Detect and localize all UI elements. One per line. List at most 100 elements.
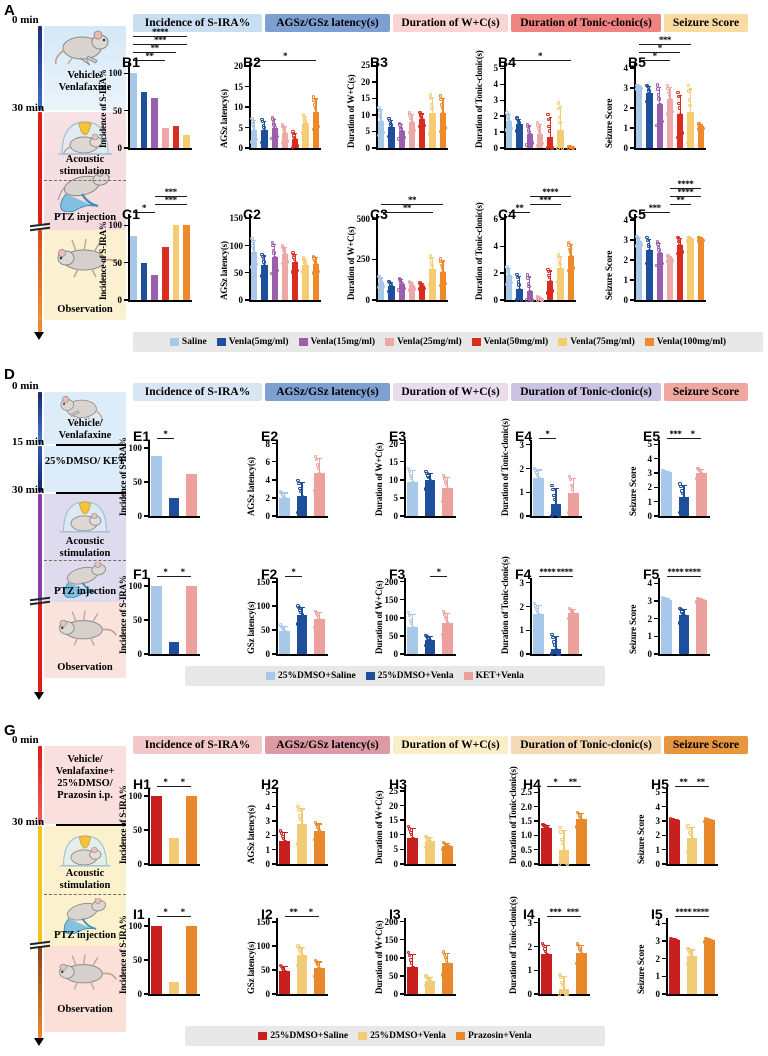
stage-label-text: Observation [57,662,113,673]
timeline-bar-observation [38,602,42,692]
timeline-stage-label: Acoustic stimulation [44,868,126,892]
chip-incidence-of-s-ira: Incidence of S-IRA% [133,14,262,32]
legend-label: 25%DMSO+Saline [278,671,356,681]
legend-swatch [169,338,179,346]
timeline-stage-label: Vehicle/ Venlafaxine [44,70,126,94]
chip-seizure-score: Seizure Score [664,14,748,32]
timeline-break-marker [30,596,50,606]
stage-label-text: PTZ injection [53,930,117,941]
section-a: A 0 min 30 min [0,0,768,368]
chip-duration-of-w-c-s: Duration of W+C(s) [393,14,508,32]
legend-item: Venla(5mg/ml) [216,337,289,347]
timeline-stage-label: PTZ injection [44,586,126,598]
timeline-stage-label: Observation [44,304,126,316]
timeline-stage-box [44,746,126,824]
stage-label-text: Vehicle/ Venlafaxine [58,418,112,441]
legend-label: Venla(75mg/ml) [570,337,635,347]
legend-swatch [644,338,654,346]
legend-label: Venla(15mg/ml) [310,337,376,347]
timeline-g: 0 min 30 min Vehicle/ Venlafaxine+ 25%DM… [8,734,126,1056]
mouse-injection-icon [54,30,109,66]
legend-label: Venla(25mg/ml) [397,337,462,347]
stage-label-text: 25%DMSO/ KET [44,456,126,467]
chip-agsz-gsz-latency-s: AGSz/GSz latency(s) [265,383,390,401]
section-d: D 0 min 15 min 30 min Vehicle/ Venlafaxi… [0,366,768,710]
legend-label: 25%DMSO+Saline [270,1031,349,1041]
timeline-time-label: 0 min [12,14,39,26]
legend-swatch [266,672,276,680]
legend-a: Saline Venla(5mg/ml) Venla(15mg/ml) Venla(2… [133,332,763,352]
legend-swatch [558,338,568,346]
chip-duration-of-tonic-clonic-s: Duration of Tonic-clonic(s) [511,14,661,32]
stage-label-text: Observation [57,304,113,315]
legend-item: Saline [169,337,207,347]
legend-swatch [471,338,481,346]
legend-item: Venla(25mg/ml) [385,337,462,347]
timeline-time-label: 30 min [12,816,45,828]
timeline-stage-label: Acoustic stimulation [44,154,126,178]
legend-label: Prazosin+Venla [467,1031,532,1041]
legend-item: Venla(100mg/ml) [644,337,727,347]
timeline-bar-vehicle [38,26,42,110]
stage-label-text: PTZ injection [53,212,117,223]
timeline-divider-dashed [44,180,126,181]
chip-seizure-score: Seizure Score [664,383,748,401]
legend-item: Prazosin+Venla [455,1031,532,1041]
chips-row-g: Incidence of S-IRA% AGSz/GSz latency(s) Du… [133,736,748,754]
legend-item: Venla(75mg/ml) [558,337,635,347]
timeline-stage-box [44,446,126,492]
timeline-break-marker [30,940,50,950]
chips-row-a: Incidence of S-IRA% AGSz/GSz latency(s) Du… [133,14,748,32]
mouse-ptz-injection-icon [63,562,106,598]
timeline-stage-label: Acoustic stimulation [44,536,126,560]
legend-swatch [463,672,473,680]
legend-label: Venla(100mg/ml) [656,337,727,347]
legend-swatch [455,1032,465,1040]
mouse-acoustic-chamber-icon [59,501,111,533]
timeline-stage-box [44,946,126,1032]
timeline-time-label: 0 min [12,380,39,392]
timeline-bar-stimulation [38,494,42,602]
mouse-acoustic-chamber-icon [59,835,111,867]
legend-item: Venla(15mg/ml) [298,337,376,347]
timeline-bar-stimulation [38,112,42,224]
mouse-observation-icon [59,610,117,646]
timeline-time-label: 0 min [12,734,39,746]
stage-label-text: Acoustic stimulation [59,536,111,559]
legend-label: Saline [181,337,207,347]
legend-item: Venla(50mg/ml) [471,337,549,347]
stage-label-text: PTZ injection [53,586,117,597]
timeline-rule [56,444,126,446]
legend-g: 25%DMSO+Saline 25%DMSO+Venla Prazosin+Venl… [185,1026,605,1046]
timeline-bar-stimulation [38,826,42,942]
timeline-stage-label: Observation [44,1004,126,1016]
mouse-injection-icon [60,395,103,422]
timeline-time-label: 15 min [12,436,45,448]
legend-item: 25%DMSO+Venla [365,671,454,681]
legend-label: 25%DMSO+Venla [370,1031,446,1041]
timeline-d: 0 min 15 min 30 min Vehicle/ Venlafaxine… [8,380,126,700]
timeline-a: 0 min 30 min [8,12,126,348]
legend-swatch [298,338,308,346]
chips-row-d: Incidence of S-IRA% AGSz/GSz latency(s) Du… [133,383,748,401]
legend-label: 25%DMSO+Venla [377,671,454,681]
legend-swatch [258,1032,268,1040]
section-g: G 0 min 30 min Vehicle/ Venlafaxine+ 25%… [0,706,768,1056]
legend-label: Venla(5mg/ml) [228,337,289,347]
chip-incidence-of-s-ira: Incidence of S-IRA% [133,383,262,401]
timeline-time-label: 30 min [12,102,45,114]
timeline-bar-ket [38,446,42,492]
legend-item: KET+Venla [463,671,524,681]
chip-seizure-score: Seizure Score [664,736,748,754]
panel-letter-d: D [4,366,15,383]
legend-label: Venla(50mg/ml) [483,337,549,347]
chip-agsz-gsz-latency-s: AGSz/GSz latency(s) [265,736,390,754]
panel-letter-a: A [4,2,15,19]
stage-label-text: Vehicle/ Venlafaxine [58,70,112,93]
mouse-observation-icon [59,954,117,990]
timeline-rule [56,492,126,494]
timeline-divider-dashed [44,560,126,561]
legend-swatch [385,338,395,346]
timeline-arrow-icon [34,332,44,340]
chip-duration-of-w-c-s: Duration of W+C(s) [393,736,508,754]
